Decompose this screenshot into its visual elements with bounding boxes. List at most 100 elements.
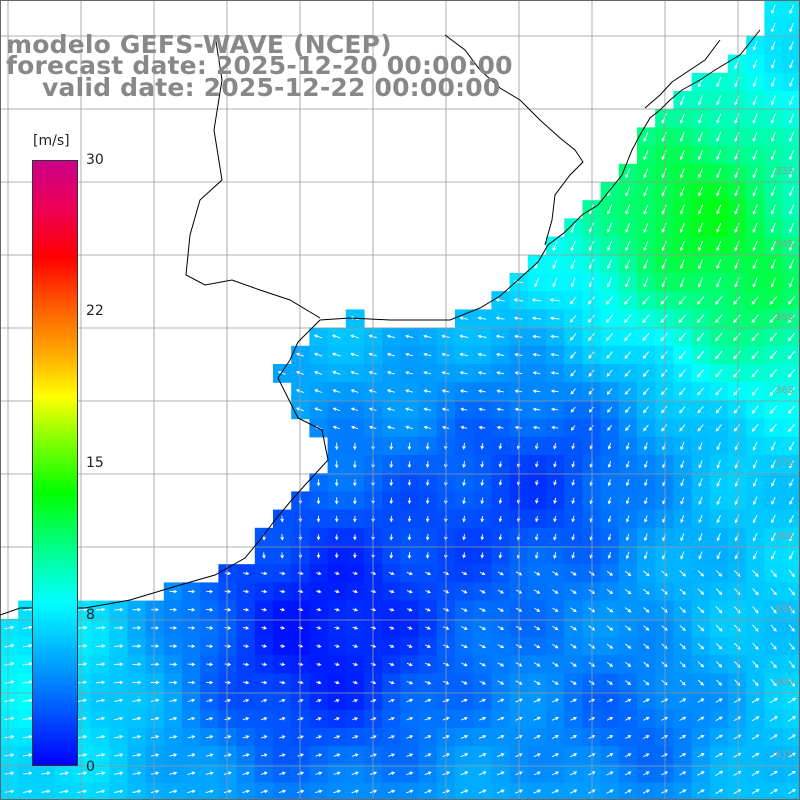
- wind-arrow: [769, 771, 778, 776]
- wind-arrow: [77, 753, 88, 757]
- wind-arrow: [570, 351, 577, 359]
- wind-arrow: [679, 698, 687, 703]
- wind-arrow: [607, 515, 612, 523]
- border-brazil: [644, 39, 721, 109]
- wind-arrow: [771, 59, 776, 69]
- wind-arrow: [642, 406, 649, 414]
- wind-arrow: [680, 442, 685, 451]
- wind-arrow: [242, 680, 250, 685]
- wind-arrow: [752, 496, 758, 506]
- wind-arrow: [260, 735, 268, 739]
- wind-arrow: [479, 644, 487, 649]
- wind-arrow: [716, 168, 722, 179]
- wind-arrow: [261, 644, 268, 648]
- wind-arrow: [571, 442, 575, 450]
- wind-arrow: [679, 789, 687, 794]
- wind-arrow: [643, 679, 650, 686]
- wind-arrow: [405, 407, 414, 411]
- wind-arrow: [625, 533, 630, 541]
- wind-arrow: [550, 389, 559, 393]
- colorbar: [32, 160, 78, 766]
- wind-arrow: [570, 625, 577, 631]
- wind-arrow: [532, 407, 541, 412]
- wind-arrow: [333, 735, 341, 739]
- wind-arrow: [715, 642, 723, 650]
- wind-arrow: [715, 570, 723, 577]
- wind-arrow: [279, 644, 286, 648]
- wind-arrow: [751, 770, 760, 776]
- wind-arrow: [787, 369, 796, 378]
- wind-arrow: [769, 332, 778, 342]
- wind-arrow: [715, 405, 722, 414]
- wind-arrow: [552, 625, 559, 631]
- wind-arrow: [733, 424, 741, 432]
- wind-arrow: [752, 569, 759, 578]
- wind-arrow: [625, 515, 630, 523]
- wind-arrow: [643, 240, 649, 252]
- wind-arrow: [643, 607, 650, 613]
- wind-arrow: [461, 698, 468, 703]
- wind-arrow: [277, 370, 286, 375]
- wind-arrow: [388, 589, 395, 594]
- wind-arrow: [497, 753, 505, 758]
- wind-arrow: [533, 571, 541, 576]
- wind-arrow: [478, 407, 486, 412]
- wind-arrow: [95, 698, 106, 703]
- wind-arrow: [770, 588, 777, 596]
- wind-arrow: [769, 752, 778, 758]
- wind-arrow: [624, 625, 632, 631]
- wind-arrow: [425, 626, 431, 630]
- wind-arrow: [350, 425, 359, 430]
- wind-arrow: [571, 552, 575, 559]
- wind-arrow: [334, 589, 340, 594]
- wind-arrow: [715, 332, 723, 342]
- wind-arrow: [789, 277, 795, 288]
- wind-arrow: [679, 277, 685, 288]
- wind-arrow: [95, 716, 106, 721]
- wind-arrow: [571, 497, 575, 505]
- wind-arrow: [242, 735, 250, 739]
- wind-arrow: [625, 222, 631, 233]
- wind-arrow: [406, 735, 414, 739]
- wind-arrow: [789, 240, 795, 252]
- wind-arrow: [769, 423, 777, 433]
- wind-arrow: [715, 624, 723, 632]
- wind-arrow: [169, 771, 178, 776]
- wind-arrow: [625, 551, 630, 560]
- wind-arrow: [95, 625, 106, 630]
- wind-arrow: [352, 626, 359, 630]
- wind-arrow: [787, 296, 796, 305]
- wind-arrow: [733, 387, 741, 396]
- wind-arrow: [788, 569, 795, 578]
- wind-arrow: [771, 514, 776, 524]
- wind-arrow: [770, 678, 777, 687]
- wind-arrow: [644, 515, 648, 523]
- wind-arrow: [660, 406, 668, 414]
- wind-arrow: [316, 552, 321, 559]
- wind-arrow: [642, 369, 650, 378]
- wind-arrow: [497, 626, 505, 630]
- wind-arrow: [752, 131, 758, 142]
- wind-arrow: [607, 479, 612, 487]
- wind-arrow: [333, 789, 341, 794]
- wind-arrow: [551, 680, 559, 685]
- wind-arrow: [498, 515, 503, 523]
- wind-arrow: [771, 22, 776, 33]
- wind-arrow: [224, 716, 232, 721]
- wind-arrow: [587, 296, 595, 305]
- wind-arrow: [752, 240, 758, 252]
- wind-arrow: [752, 95, 758, 106]
- wind-arrow: [679, 95, 685, 106]
- wind-arrow: [642, 351, 650, 359]
- wind-arrow: [697, 387, 704, 396]
- wind-arrow: [679, 131, 685, 142]
- wind-arrow: [698, 496, 703, 506]
- wind-arrow: [95, 753, 106, 757]
- wind-arrow: [787, 350, 796, 360]
- wind-arrow: [260, 716, 268, 721]
- wind-arrow: [698, 514, 703, 524]
- wind-arrow: [697, 716, 705, 721]
- wind-arrow: [460, 735, 469, 739]
- wind-arrow: [696, 314, 705, 324]
- wind-arrow: [643, 442, 648, 451]
